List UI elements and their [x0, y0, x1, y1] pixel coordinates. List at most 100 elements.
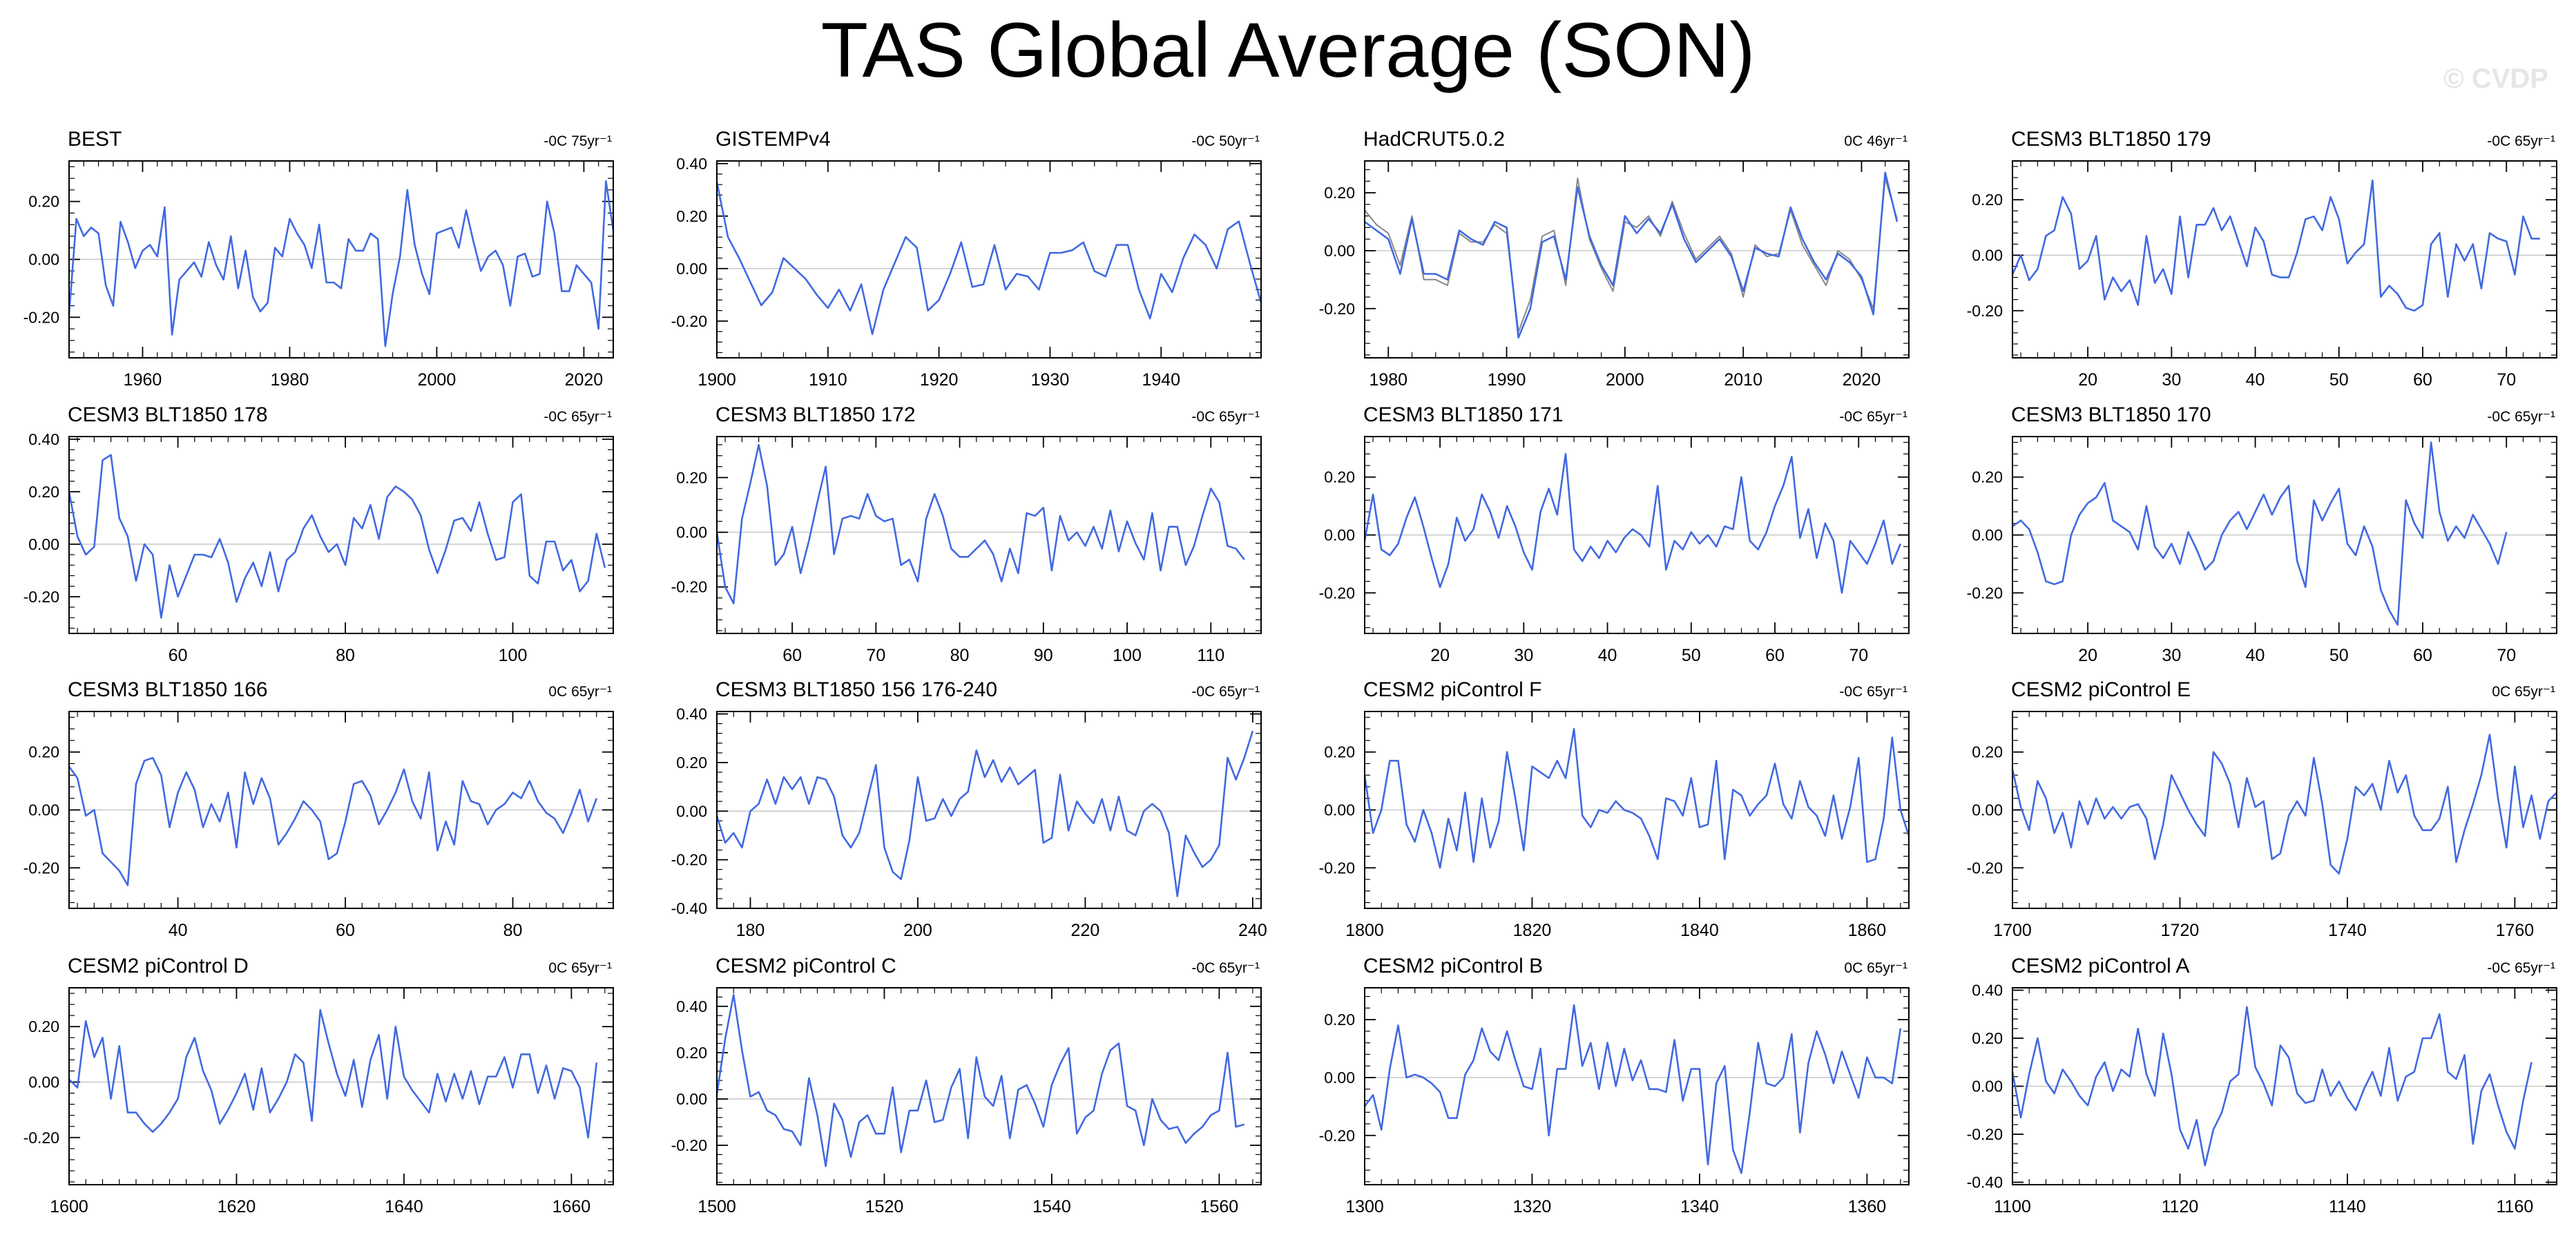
x-tick-label: 50 — [1682, 646, 1701, 665]
y-tick-label: 0.40 — [676, 705, 707, 723]
series-line — [715, 182, 1262, 336]
y-tick-label: -0.40 — [1967, 1174, 2003, 1192]
y-tick-label: 0.00 — [1972, 246, 2003, 264]
chart-title: CESM2 piControl B — [1363, 955, 1543, 977]
y-tick-label: 0.00 — [1324, 801, 1355, 819]
x-tick-label: 1840 — [1680, 921, 1719, 940]
plot-frame — [68, 160, 614, 359]
x-tick-label: 1860 — [1848, 921, 1887, 940]
chart-panel: CESM2 piControl A -0C 65yr⁻¹ 1100 1120 1140 1… — [1967, 955, 2557, 1216]
series-line — [2012, 441, 2508, 626]
series-line — [715, 993, 1245, 1167]
x-tick-label: 60 — [2413, 646, 2432, 665]
y-tick-label: -0.20 — [1319, 300, 1355, 318]
y-tick-label: 0.00 — [676, 1090, 707, 1108]
series-line — [1363, 1004, 1902, 1174]
plot-frame — [68, 987, 614, 1185]
x-tick-label: 1910 — [809, 370, 847, 390]
x-tick-label: 50 — [2329, 370, 2349, 390]
chart-title: CESM2 piControl C — [715, 955, 896, 977]
y-tick-label: -0.20 — [1967, 302, 2003, 320]
y-tick-label: 0.00 — [1972, 801, 2003, 819]
y-tick-label: 0.20 — [676, 754, 707, 772]
series-line — [1363, 727, 1910, 869]
plot-frame — [1364, 987, 1910, 1185]
x-tick-label: 1560 — [1200, 1197, 1239, 1216]
y-tick-label: 0.00 — [28, 1073, 59, 1091]
plot-frame — [68, 711, 614, 909]
plot-frame — [1364, 160, 1910, 359]
x-tick-label: 40 — [2246, 370, 2265, 390]
series-line — [1363, 452, 1902, 594]
x-tick-label: 1300 — [1345, 1197, 1384, 1216]
x-tick-label: 1980 — [1369, 370, 1407, 390]
y-tick-label: 0.00 — [676, 524, 707, 542]
x-tick-label: 50 — [2329, 646, 2349, 665]
chart-title: CESM3 BLT1850 166 — [68, 678, 268, 701]
y-tick-label: 0.20 — [1972, 468, 2003, 486]
x-tick-label: 1600 — [50, 1197, 88, 1216]
plot-frame — [716, 711, 1262, 909]
x-tick-label: 1720 — [2161, 921, 2200, 940]
trend-label: 0C 65yr⁻¹ — [2492, 684, 2555, 700]
chart-panel: BEST -0C 75yr⁻¹ 1960 1980 2000 2020 -0.20 0.00 0… — [23, 128, 615, 390]
x-tick-label: 1100 — [1994, 1197, 2031, 1216]
y-tick-label: -0.20 — [1967, 1125, 2003, 1143]
chart-title: CESM2 piControl F — [1363, 678, 1541, 701]
x-tick-label: 60 — [169, 646, 188, 665]
x-tick-label: 60 — [336, 921, 355, 940]
series-line — [2011, 734, 2557, 875]
trend-label: -0C 65yr⁻¹ — [2487, 133, 2555, 149]
x-tick-label: 1640 — [385, 1197, 423, 1216]
trend-label: -0C 75yr⁻¹ — [544, 133, 612, 149]
chart-panel: CESM3 BLT1850 156 176-240 -0C 65yr⁻¹ 180 20… — [671, 678, 1267, 940]
y-tick-label: 0.00 — [28, 251, 59, 269]
y-tick-label: 0.20 — [1324, 184, 1355, 202]
y-tick-label: 0.20 — [1972, 743, 2003, 761]
x-tick-label: 90 — [1034, 646, 1053, 665]
trend-label: -0C 65yr⁻¹ — [1839, 684, 1907, 700]
x-tick-label: 1340 — [1680, 1197, 1719, 1216]
chart-panel: CESM3 BLT1850 171 -0C 65yr⁻¹ 20 30 40 50 60 70 -… — [1319, 403, 1910, 665]
trend-label: -0C 65yr⁻¹ — [2487, 960, 2555, 976]
series-line — [68, 756, 598, 886]
y-tick-label: 0.20 — [1324, 743, 1355, 761]
x-tick-label: 1320 — [1513, 1197, 1552, 1216]
plot-frame — [716, 987, 1262, 1185]
x-tick-label: 1500 — [698, 1197, 736, 1216]
x-tick-label: 70 — [866, 646, 885, 665]
chart-panel: GISTEMPv4 -0C 50yr⁻¹ 1900 1910 1920 1930 1940 -… — [671, 128, 1262, 390]
y-tick-label: 0.00 — [1324, 526, 1355, 544]
y-tick-label: -0.20 — [1319, 584, 1355, 602]
x-tick-label: 200 — [903, 921, 932, 940]
plot-frame — [2012, 160, 2557, 359]
plot-frame — [2012, 436, 2557, 634]
x-tick-label: 60 — [2413, 370, 2432, 390]
series-line — [68, 454, 606, 619]
y-tick-label: 0.20 — [28, 193, 59, 211]
x-tick-label: 1740 — [2328, 921, 2367, 940]
series-line-secondary — [1364, 178, 1898, 333]
x-tick-label: 60 — [1765, 646, 1785, 665]
trend-label: -0C 65yr⁻¹ — [2487, 409, 2555, 425]
x-tick-label: 1360 — [1848, 1197, 1887, 1216]
x-tick-label: 30 — [2162, 646, 2181, 665]
x-tick-label: 1990 — [1488, 370, 1526, 390]
chart-title: CESM3 BLT1850 170 — [2011, 403, 2211, 426]
x-tick-label: 80 — [503, 921, 523, 940]
series-line — [715, 730, 1254, 897]
x-tick-label: 1960 — [124, 370, 162, 390]
chart-panel: CESM3 BLT1850 166 0C 65yr⁻¹ 40 60 80 -0.20 0.0… — [23, 678, 614, 940]
x-tick-label: 70 — [1849, 646, 1868, 665]
x-tick-label: 40 — [1598, 646, 1617, 665]
x-tick-label: 1120 — [2162, 1197, 2199, 1216]
y-tick-label: 0.00 — [28, 535, 59, 553]
x-tick-label: 1760 — [2496, 921, 2535, 940]
y-tick-label: -0.20 — [23, 859, 59, 877]
series-line — [1364, 171, 1899, 339]
trend-label: 0C 65yr⁻¹ — [548, 960, 612, 976]
chart-title: HadCRUT5.0.2 — [1363, 128, 1505, 151]
y-tick-label: 0.20 — [676, 207, 707, 225]
y-tick-label: -0.20 — [671, 1136, 707, 1154]
y-tick-label: 0.20 — [28, 743, 59, 761]
